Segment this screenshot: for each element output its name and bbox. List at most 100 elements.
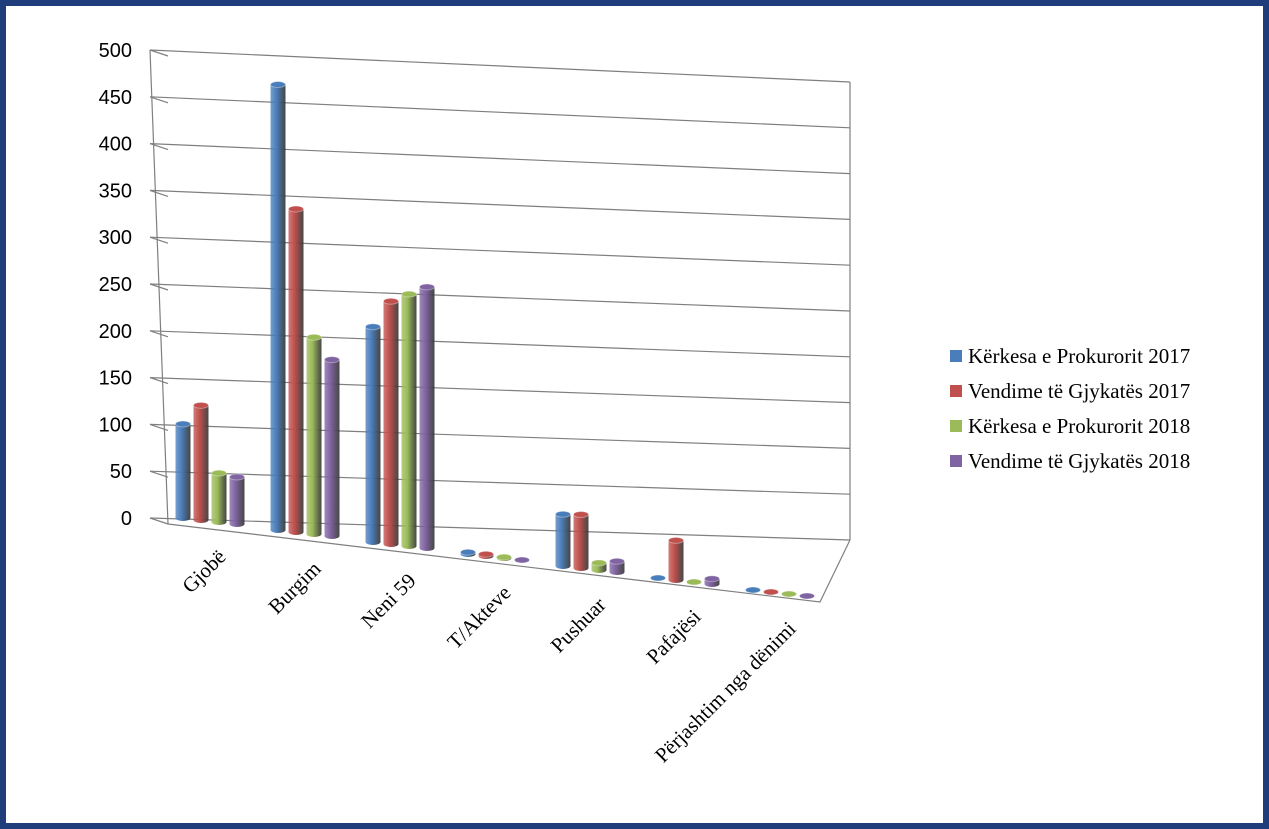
bar: [478, 550, 494, 559]
bar: [460, 548, 476, 557]
bar-top: [270, 81, 286, 89]
bar: [229, 473, 245, 527]
gridline-tick: [149, 470, 169, 478]
bar-top: [704, 575, 720, 583]
bar-body: [288, 209, 304, 535]
gridline: [149, 236, 851, 266]
gridline: [149, 470, 851, 495]
y-tick-label: 200: [99, 321, 132, 343]
bar-body: [324, 359, 340, 539]
bars: [175, 81, 815, 600]
bar: [365, 323, 381, 545]
bar-body: [573, 514, 589, 571]
bar-body: [555, 514, 571, 569]
legend: Kërkesa e Prokurorit 2017 Vendime të Gjyk…: [950, 344, 1190, 473]
bar-body: [419, 286, 435, 551]
bar-top: [781, 590, 797, 598]
bar-body: [306, 337, 322, 537]
bar: [496, 553, 512, 561]
bar-top: [401, 290, 417, 298]
gridline-tick: [149, 49, 169, 57]
gridline-tick: [149, 517, 169, 525]
bar: [745, 586, 761, 594]
bar: [573, 510, 589, 571]
gridline: [149, 423, 851, 449]
y-axis-ticks: 0 50 100 150 200 250 300 350 400 450 500: [99, 40, 132, 530]
bar: [419, 283, 435, 551]
bar: [175, 420, 191, 521]
bar-top: [573, 510, 589, 518]
legend-label: Kërkesa e Prokurorit 2018: [968, 414, 1190, 438]
gridlines: [149, 49, 851, 603]
legend-label: Kërkesa e Prokurorit 2017: [968, 344, 1190, 368]
bar: [704, 575, 720, 587]
bar: [686, 578, 702, 586]
bar-top: [419, 283, 435, 291]
legend-swatch: [950, 385, 962, 397]
bar-top: [478, 550, 494, 558]
bar: [668, 536, 684, 583]
legend-label: Vendime të Gjykatës 2018: [968, 449, 1190, 473]
bar-top: [799, 592, 815, 600]
x-tick-label-t-akteve: T/Akteve: [442, 581, 515, 654]
gridline-tick: [149, 189, 169, 197]
bar-body: [609, 561, 625, 575]
legend-label: Vendime të Gjykatës 2017: [968, 379, 1190, 403]
bar: [650, 574, 666, 582]
bar: [763, 588, 779, 596]
bar: [288, 205, 304, 535]
bar-top: [650, 574, 666, 582]
y-tick-label: 250: [99, 274, 132, 296]
bar-top: [288, 205, 304, 213]
gridline-tick: [149, 330, 169, 338]
y-tick-label: 100: [99, 414, 132, 436]
bar: [270, 81, 286, 533]
bar-top: [365, 323, 381, 331]
bar-body: [383, 301, 399, 547]
gridline-tick: [149, 96, 169, 104]
x-tick-label-neni-59: Neni 59: [356, 569, 420, 633]
bar-top: [306, 333, 322, 341]
x-tick-label-gjobe: Gjobë: [177, 545, 230, 598]
bar-body: [668, 540, 684, 583]
bar-top: [193, 401, 209, 409]
gridline: [149, 283, 851, 312]
bar-top: [175, 420, 191, 428]
x-tick-label-pushuar: Pushuar: [546, 593, 611, 658]
bar-body: [211, 473, 227, 525]
gridline: [149, 96, 851, 129]
gridline: [149, 517, 851, 541]
gridline: [149, 49, 851, 83]
bar: [383, 297, 399, 547]
gridline: [149, 377, 851, 404]
bar-top: [668, 536, 684, 544]
gridline-tick: [149, 377, 169, 385]
y-tick-label: 0: [121, 508, 132, 530]
legend-swatch: [950, 455, 962, 467]
bar-top: [514, 556, 530, 564]
bar-body: [229, 477, 245, 527]
y-tick-label: 400: [99, 134, 132, 156]
y-tick-label: 450: [99, 87, 132, 109]
legend-swatch: [950, 420, 962, 432]
bar-top: [324, 356, 340, 364]
bar-top: [211, 469, 227, 477]
bar-top: [609, 557, 625, 565]
bar-top: [555, 510, 571, 518]
bar-body: [270, 84, 286, 533]
bar-top: [496, 553, 512, 561]
y-tick-label: 50: [110, 461, 132, 483]
x-tick-label-pafajesi: Pafajësi: [642, 604, 706, 668]
left-wall-edge: [149, 49, 169, 525]
y-tick-label: 350: [99, 180, 132, 202]
legend-swatch: [950, 350, 962, 362]
bar-top: [229, 473, 245, 481]
bar: [555, 510, 571, 569]
bar: [401, 290, 417, 549]
bar: [799, 592, 815, 600]
bar-top: [763, 588, 779, 596]
bar-top: [745, 586, 761, 594]
y-tick-label: 300: [99, 227, 132, 249]
bar-top: [383, 297, 399, 305]
gridline: [149, 330, 851, 358]
